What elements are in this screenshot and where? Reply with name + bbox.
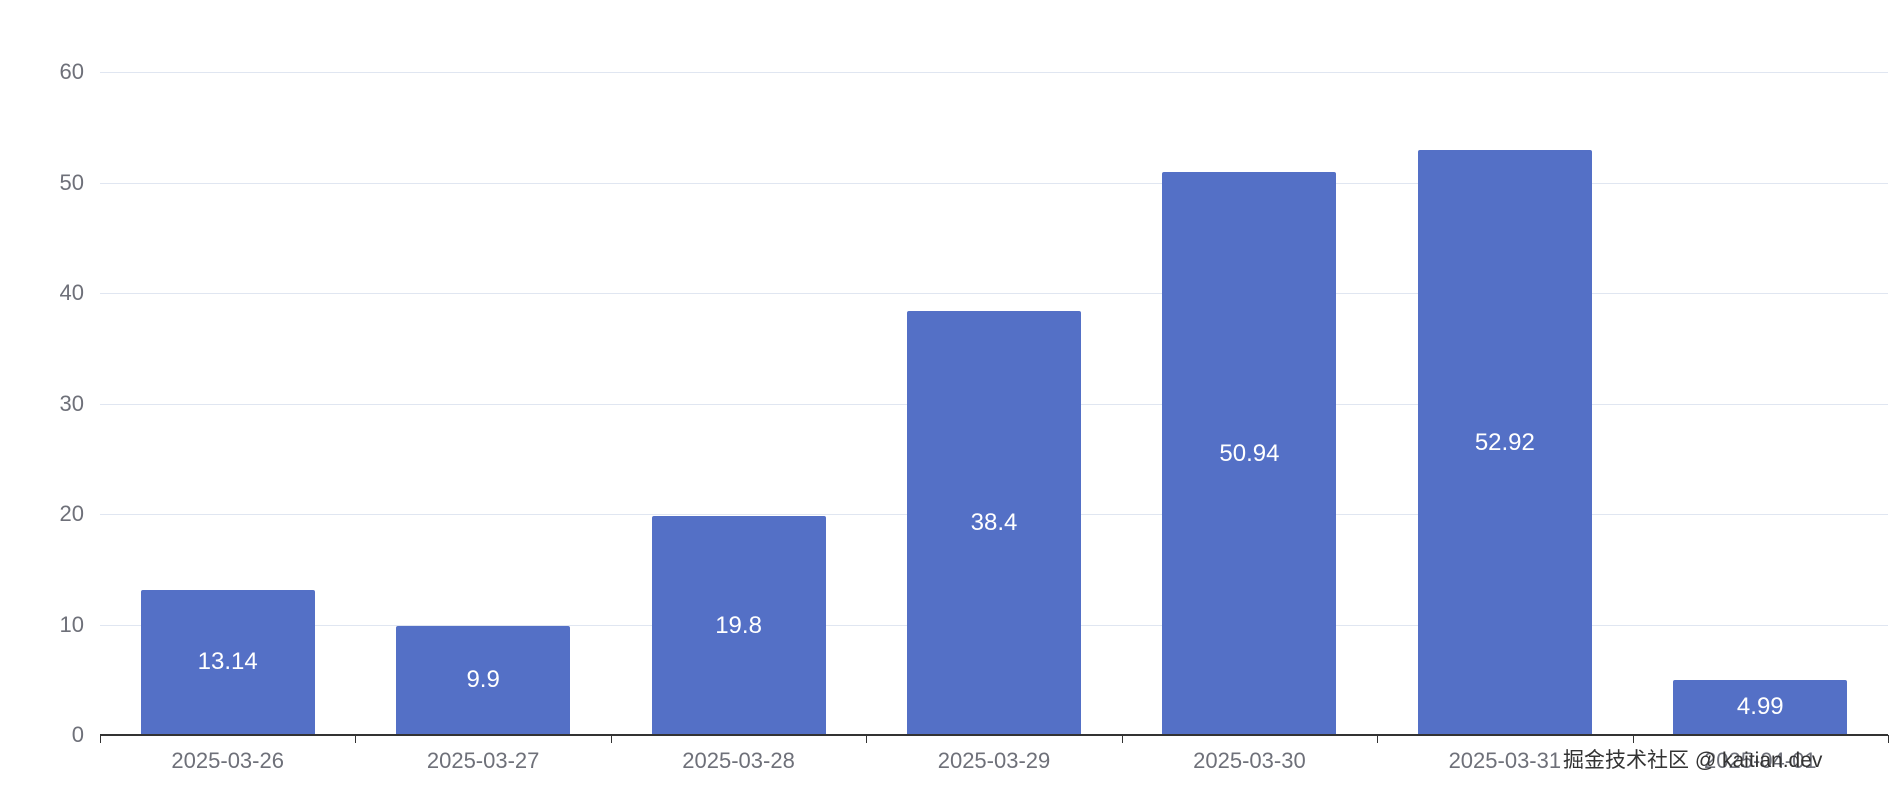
x-axis-category-label: 2025-03-28	[682, 748, 795, 773]
y-axis-tick-label: 0	[71, 722, 84, 747]
bar-value-label: 9.9	[466, 666, 500, 694]
bar-value-label: 38.4	[970, 508, 1018, 536]
x-axis-category-label: 2025-03-27	[426, 748, 540, 773]
bar	[1673, 679, 1848, 735]
bar-value-label: 4.99	[1736, 693, 1784, 721]
x-axis-category-label: 2025-03-31	[1448, 748, 1562, 773]
bar	[651, 516, 826, 735]
bar-value-label: 52.92	[1474, 428, 1535, 456]
x-axis-tick	[1632, 735, 1634, 743]
gridline	[100, 182, 1888, 184]
x-axis-tick	[866, 735, 868, 743]
bar	[1162, 172, 1337, 735]
x-axis-tick	[1121, 735, 1123, 743]
gridline	[100, 72, 1888, 73]
x-axis-line	[100, 734, 1888, 736]
x-axis-category-label: 2025-03-30	[1193, 748, 1306, 773]
x-axis-tick	[610, 735, 612, 743]
x-axis-tick	[1377, 735, 1379, 743]
x-axis-category-label: 2025-03-26	[171, 748, 284, 773]
x-axis-category-label: 2025-03-29	[937, 748, 1051, 773]
gridline	[100, 293, 1888, 294]
y-axis-tick-label: 60	[59, 59, 84, 84]
bar	[907, 310, 1081, 735]
watermark-text: 掘金技术社区 @ kaitian.dev	[1563, 749, 1823, 772]
bar	[396, 625, 571, 735]
y-axis-tick-label: 30	[59, 390, 84, 416]
bar	[140, 589, 315, 735]
y-axis-tick-label: 10	[59, 611, 84, 637]
x-axis-tick	[355, 735, 357, 743]
plot-area: 13.14 9.9 19.8 38.4 50.94 52.92 4.99	[100, 72, 1889, 743]
x-axis-tick	[100, 735, 101, 743]
bar-value-label: 50.94	[1219, 439, 1280, 467]
y-axis-tick-label: 40	[59, 280, 84, 305]
x-axis-tick	[1888, 735, 1889, 743]
y-axis-tick-label: 50	[59, 169, 84, 195]
bar	[1417, 150, 1592, 735]
y-axis-tick-label: 20	[59, 501, 84, 526]
bar-value-label: 19.8	[715, 611, 762, 639]
bar-value-label: 13.14	[197, 648, 258, 676]
